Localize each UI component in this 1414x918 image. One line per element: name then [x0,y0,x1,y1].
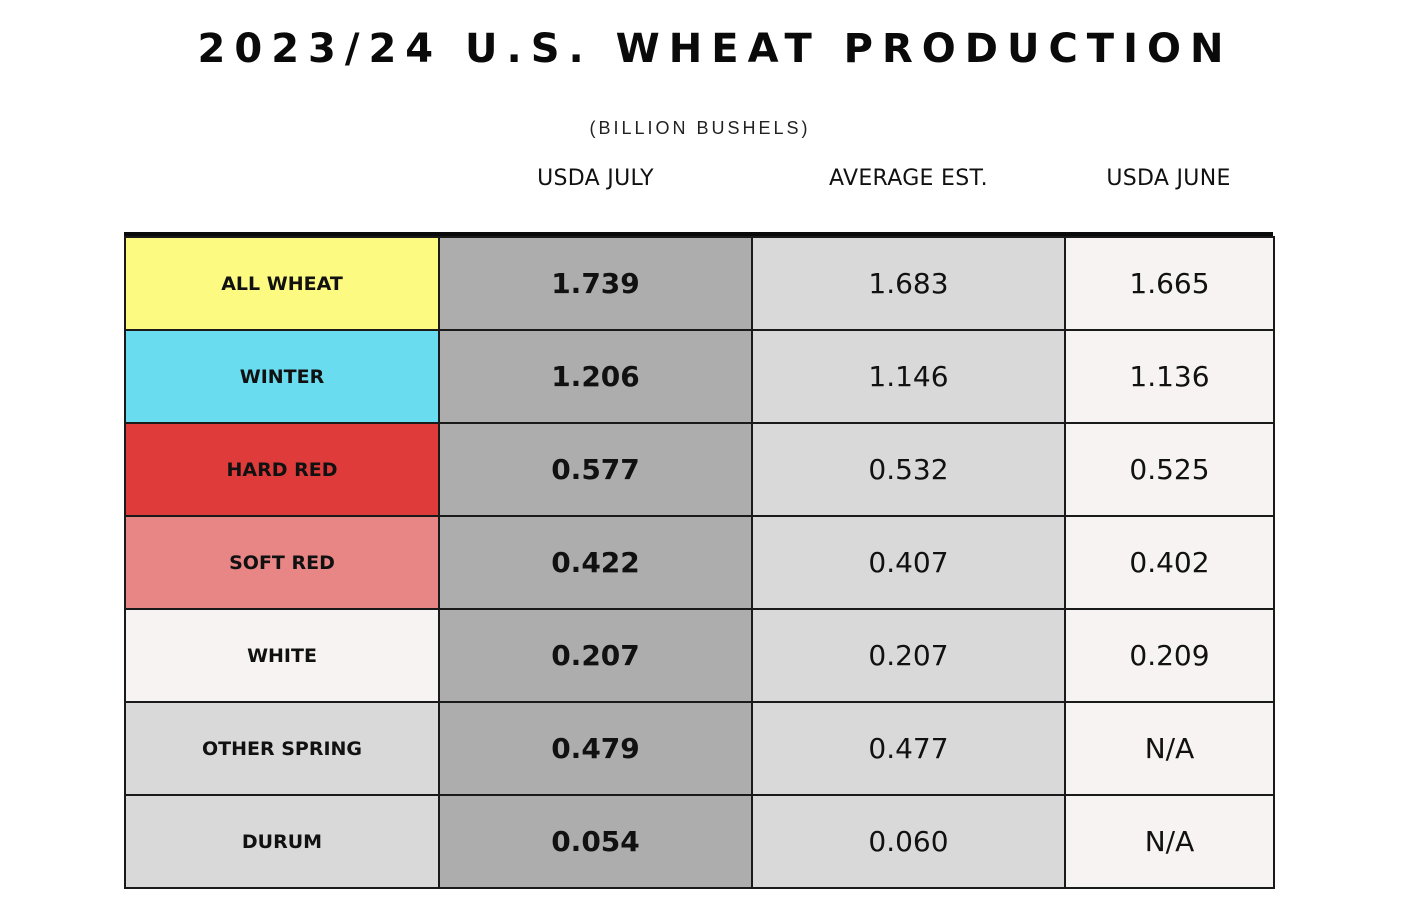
average-est-value: 1.683 [751,236,1066,331]
column-header-usda-july: USDA JULY [537,166,654,191]
average-est-value: 0.477 [751,701,1066,796]
row-label: ALL WHEAT [124,236,440,331]
production-table: ALL WHEAT 1.739 1.683 1.665 WINTER 1.206 1.146… [124,236,1275,889]
usda-june-value: N/A [1064,794,1275,889]
table-body: ALL WHEAT 1.739 1.683 1.665 WINTER 1.206 1.146… [124,236,1275,889]
table-row: DURUM 0.054 0.060 N/A [124,794,1275,889]
row-label: DURUM [124,794,440,889]
usda-july-value: 1.739 [438,236,753,331]
table-row: WHITE 0.207 0.207 0.209 [124,608,1275,703]
row-label: OTHER SPRING [124,701,440,796]
usda-july-value: 0.479 [438,701,753,796]
row-label: HARD RED [124,422,440,517]
row-label: WHITE [124,608,440,703]
row-label: WINTER [124,329,440,424]
usda-july-value: 1.206 [438,329,753,424]
average-est-value: 0.060 [751,794,1066,889]
usda-july-value: 0.054 [438,794,753,889]
average-est-value: 1.146 [751,329,1066,424]
table-top-rule [124,232,1273,237]
chart-subtitle: (BILLION BUSHELS) [589,118,811,138]
chart-title: 2023/24 U.S. WHEAT PRODUCTION [197,26,1233,72]
usda-june-value: 0.525 [1064,422,1275,517]
table-row: WINTER 1.206 1.146 1.136 [124,329,1275,424]
usda-june-value: 0.402 [1064,515,1275,610]
average-est-value: 0.532 [751,422,1066,517]
usda-june-value: 0.209 [1064,608,1275,703]
table-row: HARD RED 0.577 0.532 0.525 [124,422,1275,517]
column-header-average-est: AVERAGE EST. [829,166,988,191]
table-row: SOFT RED 0.422 0.407 0.402 [124,515,1275,610]
table-row: ALL WHEAT 1.739 1.683 1.665 [124,236,1275,331]
usda-june-value: N/A [1064,701,1275,796]
column-header-usda-june: USDA JUNE [1106,166,1231,191]
usda-july-value: 0.577 [438,422,753,517]
table-row: OTHER SPRING 0.479 0.477 N/A [124,701,1275,796]
row-label: SOFT RED [124,515,440,610]
usda-june-value: 1.665 [1064,236,1275,331]
average-est-value: 0.207 [751,608,1066,703]
average-est-value: 0.407 [751,515,1066,610]
usda-july-value: 0.422 [438,515,753,610]
usda-july-value: 0.207 [438,608,753,703]
usda-june-value: 1.136 [1064,329,1275,424]
